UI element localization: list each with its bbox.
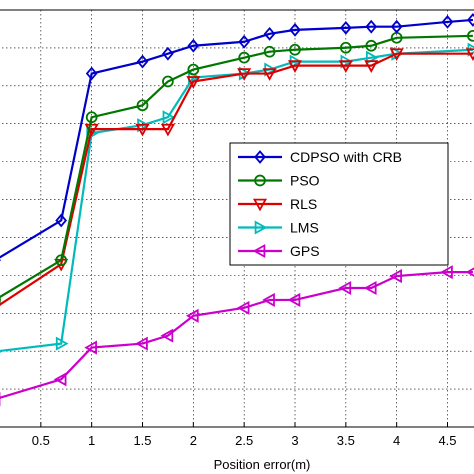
data-point <box>465 267 474 277</box>
plot-frame <box>0 9 474 428</box>
data-point <box>136 99 149 112</box>
series-gps <box>0 265 474 407</box>
data-point <box>338 60 353 73</box>
data-point <box>467 29 474 42</box>
data-point <box>187 38 200 53</box>
data-point <box>254 174 266 187</box>
legend: CDPSO with CRB PSO RLS LMS GPS <box>229 142 449 266</box>
data-point <box>252 243 266 259</box>
data-point <box>160 328 174 343</box>
data-point <box>365 19 378 34</box>
series-line <box>0 18 474 259</box>
data-point <box>53 372 67 387</box>
series-line <box>0 271 473 399</box>
data-point <box>389 48 404 62</box>
data-point <box>85 66 98 81</box>
data-point <box>85 111 98 124</box>
data-point <box>160 123 175 137</box>
data-point <box>162 75 174 88</box>
data-point <box>465 48 474 62</box>
data-point <box>238 51 251 64</box>
data-point <box>390 19 403 34</box>
data-point <box>262 292 275 307</box>
data-point <box>55 254 68 267</box>
data-point <box>55 213 68 228</box>
data-point <box>363 280 377 296</box>
x-tick-label: 2.5 <box>235 433 253 448</box>
series-cdpso-with-crb <box>0 13 474 262</box>
x-tick-label: 4.5 <box>438 433 456 448</box>
x-tick-label: 2 <box>190 433 197 448</box>
data-point <box>84 340 97 355</box>
data-point <box>364 60 379 73</box>
data-point <box>440 265 453 280</box>
data-point <box>263 26 276 41</box>
data-point <box>187 63 200 76</box>
x-tick-label: 3 <box>291 433 298 448</box>
series-layer <box>0 13 474 407</box>
x-tick-label: 0.5 <box>32 433 50 448</box>
data-point <box>186 76 201 89</box>
data-point <box>287 292 301 307</box>
series-line <box>0 52 473 306</box>
legend-label: PSO <box>290 173 320 189</box>
data-point <box>289 43 301 56</box>
data-point <box>263 45 276 58</box>
data-point <box>162 46 174 61</box>
data-point <box>262 68 277 81</box>
data-point <box>254 150 266 164</box>
x-tick-label: 4 <box>393 433 400 448</box>
data-point <box>365 39 378 52</box>
legend-label: RLS <box>290 196 317 212</box>
data-point <box>467 13 474 27</box>
data-point <box>55 336 69 351</box>
x-tick-label: 3.5 <box>337 433 355 448</box>
data-point <box>237 68 252 81</box>
legend-item: LMS <box>238 220 319 236</box>
data-point <box>0 350 3 353</box>
legend-label: CDPSO with CRB <box>290 149 402 165</box>
legend-item: CDPSO with CRB <box>238 149 402 165</box>
data-point <box>254 220 268 235</box>
legend-item: PSO <box>238 173 320 189</box>
data-point <box>162 110 176 125</box>
legend-label: GPS <box>290 243 320 259</box>
x-tick-labels: 0.5 1 1.5 2 2.5 3 3.5 4 4.5 <box>32 422 457 448</box>
data-point <box>185 308 199 323</box>
legend-label: LMS <box>290 220 319 236</box>
data-point <box>236 300 250 315</box>
x-tick-label: 1.5 <box>133 433 151 448</box>
data-point <box>0 302 3 307</box>
data-point <box>389 269 402 284</box>
data-point <box>238 34 251 49</box>
data-point <box>135 336 148 351</box>
data-point <box>441 15 454 29</box>
data-point <box>287 60 303 73</box>
legend-item: GPS <box>238 243 320 259</box>
data-point <box>339 20 352 35</box>
x-tick-label: 1 <box>88 433 95 448</box>
legend-item: RLS <box>238 196 317 212</box>
data-point <box>252 198 268 212</box>
x-axis-title: Position error(m) <box>214 457 311 472</box>
data-point <box>338 280 352 296</box>
data-point <box>289 22 301 37</box>
data-point <box>135 123 150 137</box>
data-point <box>339 41 352 54</box>
data-point <box>136 54 149 69</box>
